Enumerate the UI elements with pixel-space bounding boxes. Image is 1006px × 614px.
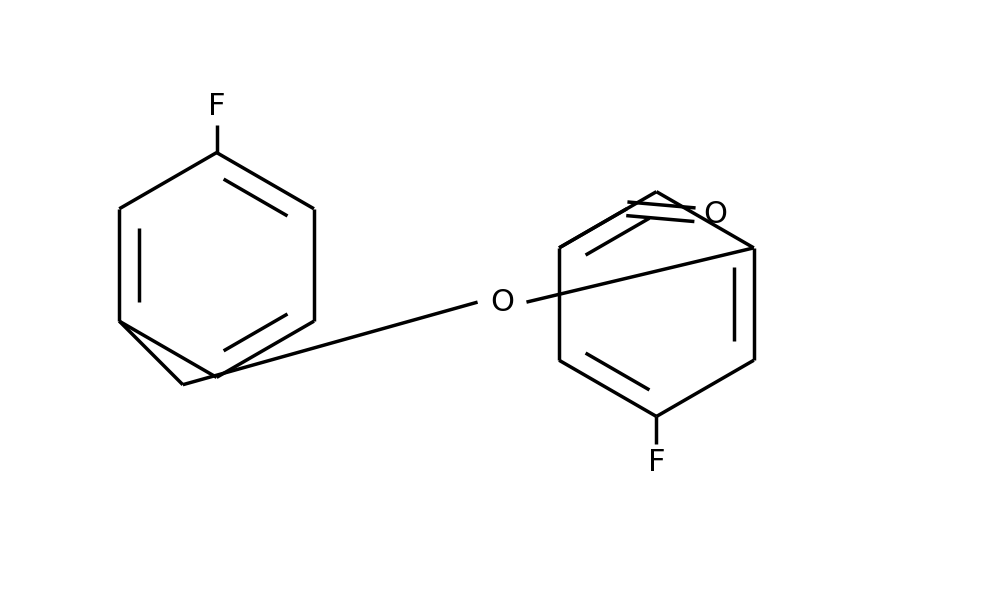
Text: F: F (208, 92, 225, 122)
Text: O: O (490, 287, 514, 317)
Text: O: O (703, 200, 726, 229)
Text: F: F (648, 448, 665, 476)
